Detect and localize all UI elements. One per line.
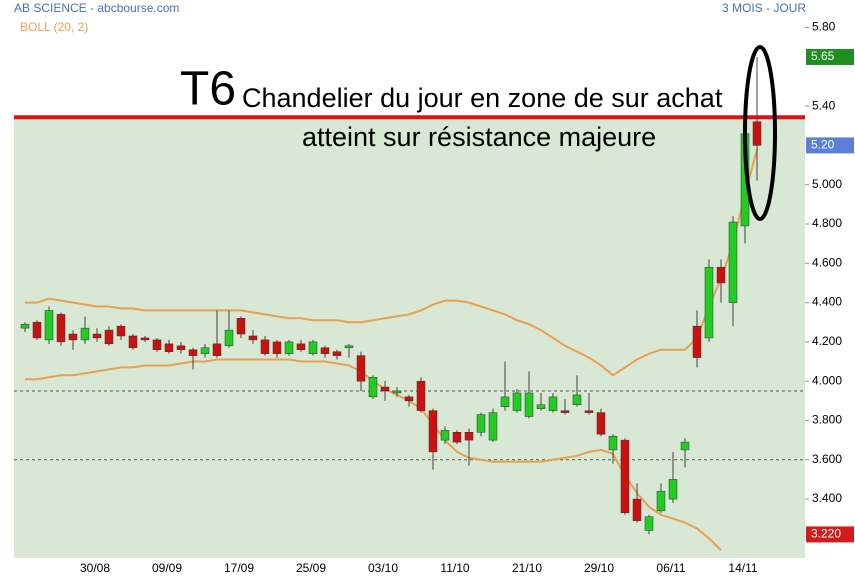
- candle-body: [464, 432, 474, 441]
- annotation-line2: atteint sur résistance majeure: [302, 122, 656, 152]
- candle-body: [608, 435, 618, 451]
- x-tick-label: 06/11: [656, 561, 685, 575]
- y-tick-label: 4.800: [812, 216, 842, 230]
- candle-body: [416, 380, 426, 411]
- candle-body: [260, 339, 270, 354]
- x-tick-label: 30/08: [80, 561, 110, 575]
- candle-body: [392, 390, 402, 394]
- candle-body: [356, 355, 366, 382]
- x-tick-label: 17/09: [224, 561, 254, 575]
- candle-body: [632, 498, 642, 521]
- candle-body: [440, 430, 450, 441]
- price-badge-label: 5.20: [811, 138, 835, 152]
- candle-body: [728, 221, 738, 303]
- price-badge-label: 3.220: [811, 527, 841, 541]
- candle-body: [500, 396, 510, 407]
- candle-body: [56, 314, 66, 343]
- price-badge: [806, 137, 854, 154]
- candle-body: [248, 335, 258, 341]
- candle-body: [656, 490, 666, 512]
- candle-body: [152, 339, 162, 350]
- candle-body: [404, 396, 414, 402]
- candle-body: [584, 410, 594, 413]
- annotation-t6: T6: [180, 63, 236, 116]
- candle-body: [596, 412, 606, 435]
- indicator-label: BOLL (20, 2): [20, 20, 88, 34]
- candle-body: [716, 266, 726, 284]
- candle-body: [20, 323, 30, 329]
- candle-body: [68, 333, 78, 341]
- x-tick-label: 14/11: [728, 561, 757, 575]
- candle-body: [620, 439, 630, 514]
- y-tick-label: 3.800: [812, 413, 842, 427]
- candle-body: [332, 351, 342, 356]
- candle-body: [680, 441, 690, 451]
- candle-body: [524, 392, 534, 417]
- y-tick-label: 5.80: [812, 20, 836, 34]
- candle-body: [428, 410, 438, 453]
- x-tick-label: 03/10: [368, 561, 398, 575]
- y-tick-label: 5.40: [812, 98, 836, 112]
- candle-body: [476, 414, 486, 433]
- candle-body: [128, 335, 138, 349]
- candle-body: [452, 432, 462, 443]
- candle-body: [272, 341, 282, 354]
- y-tick-label: 4.000: [812, 373, 842, 387]
- candle-body: [344, 345, 354, 349]
- y-tick-label: 4.600: [812, 255, 842, 269]
- candle-body: [704, 266, 714, 339]
- annotation-line1: Chandelier du jour en zone de sur achat: [242, 83, 723, 113]
- candle-body: [224, 329, 234, 347]
- price-badge-label: 5.65: [811, 49, 835, 63]
- candle-body: [92, 333, 102, 339]
- candle-body: [116, 325, 126, 337]
- candle-body: [512, 392, 522, 411]
- x-tick-label: 29/10: [584, 561, 614, 575]
- candle-body: [296, 343, 306, 350]
- candle-body: [44, 310, 54, 341]
- candle-body: [320, 347, 330, 354]
- candle-body: [284, 341, 294, 354]
- candle-body: [188, 349, 198, 356]
- candle-body: [380, 386, 390, 392]
- candle-body: [164, 343, 174, 352]
- candle-body: [644, 516, 654, 531]
- highlight-ellipse: [743, 45, 777, 221]
- y-tick-label: 4.400: [812, 295, 842, 309]
- candle-body: [548, 396, 558, 411]
- candle-body: [212, 343, 222, 356]
- candle-body: [536, 404, 546, 409]
- candle-body: [572, 394, 582, 405]
- price-badge: [806, 48, 854, 65]
- candle-body: [308, 341, 318, 354]
- candle-body: [200, 347, 210, 354]
- y-tick-label: 3.400: [812, 491, 842, 505]
- candle-body: [488, 412, 498, 441]
- y-tick-label: 5.000: [812, 177, 842, 191]
- candle-body: [80, 327, 90, 341]
- candle-body: [32, 321, 42, 339]
- candle-body: [692, 325, 702, 358]
- chart-title: AB SCIENCE - abcbourse.com: [14, 1, 179, 15]
- y-tick-label: 3.600: [812, 452, 842, 466]
- candle-body: [752, 121, 762, 146]
- y-tick-label: 4.200: [812, 334, 842, 348]
- bollinger-upper: [25, 149, 758, 377]
- candle-body: [140, 337, 150, 341]
- price-badge: [806, 526, 854, 543]
- candle-body: [560, 410, 570, 413]
- x-tick-label: 21/10: [512, 561, 542, 575]
- x-tick-label: 11/10: [440, 561, 469, 575]
- candle-body: [176, 345, 186, 350]
- period-label: 3 MOIS - JOUR: [722, 1, 806, 15]
- candle-body: [668, 479, 678, 500]
- candle-body: [236, 318, 246, 335]
- x-tick-label: 09/09: [152, 561, 182, 575]
- candle-body: [104, 329, 114, 345]
- x-tick-label: 25/09: [296, 561, 326, 575]
- candle-body: [368, 376, 378, 398]
